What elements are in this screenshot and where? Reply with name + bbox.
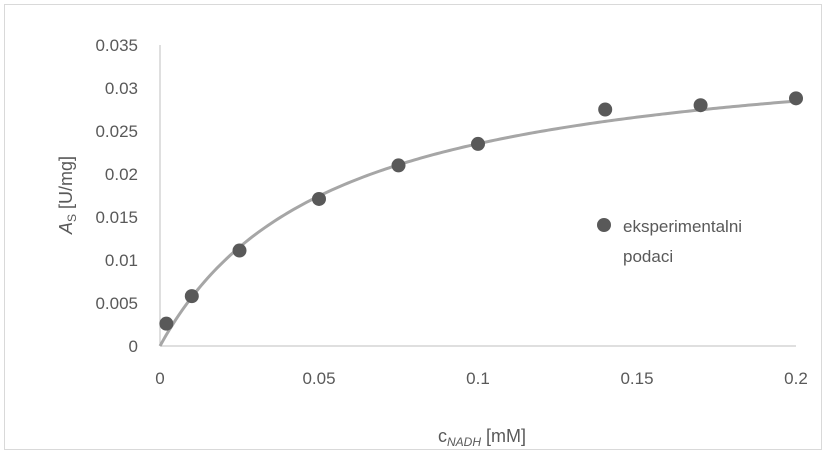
x-tick-label: 0.05: [302, 369, 335, 388]
y-axis-title-unit: [U/mg]: [56, 156, 76, 214]
y-tick-label: 0.025: [95, 122, 138, 141]
data-point: [232, 243, 247, 258]
x-tick-labels: 0 0.05 0.1 0.15 0.2: [155, 369, 808, 388]
x-axis-title-main: c: [438, 426, 447, 446]
y-tick-label: 0.02: [105, 165, 138, 184]
y-tick-label: 0.01: [105, 251, 138, 270]
y-tick-label: 0.005: [95, 294, 138, 313]
data-point: [693, 98, 708, 113]
x-tick-label: 0: [155, 369, 164, 388]
x-axis-title: cNADH [mM]: [438, 426, 526, 449]
chart-area: [4, 4, 822, 450]
y-tick-label: 0.015: [95, 208, 138, 227]
x-tick-label: 0.2: [784, 369, 808, 388]
y-axis-title-subscript: S: [65, 214, 79, 222]
y-tick-label: 0.035: [95, 36, 138, 55]
data-point: [184, 289, 199, 304]
data-point: [471, 136, 485, 151]
x-axis-title-unit: [mM]: [481, 426, 526, 446]
legend-marker: [597, 218, 611, 232]
data-point: [312, 191, 326, 206]
y-axis-title-main: A: [56, 222, 76, 235]
x-tick-label: 0.15: [620, 369, 653, 388]
data-point: [598, 102, 613, 117]
legend: eksperimentalni podaci: [597, 217, 742, 266]
y-tick-label: 0: [129, 337, 138, 356]
data-point: [159, 316, 174, 331]
y-tick-label: 0.03: [105, 79, 138, 98]
data-point: [391, 158, 406, 173]
y-tick-labels: 0 0.005 0.01 0.015 0.02 0.025 0.03 0.035: [95, 36, 138, 356]
legend-label-line2: podaci: [623, 247, 673, 266]
legend-label-line1: eksperimentalni: [623, 217, 742, 236]
data-point: [789, 91, 803, 106]
x-axis-title-subscript: NADH: [447, 435, 481, 449]
y-axis-title: AS [U/mg]: [56, 156, 79, 235]
x-tick-label: 0.1: [466, 369, 490, 388]
data-points: [159, 91, 803, 331]
